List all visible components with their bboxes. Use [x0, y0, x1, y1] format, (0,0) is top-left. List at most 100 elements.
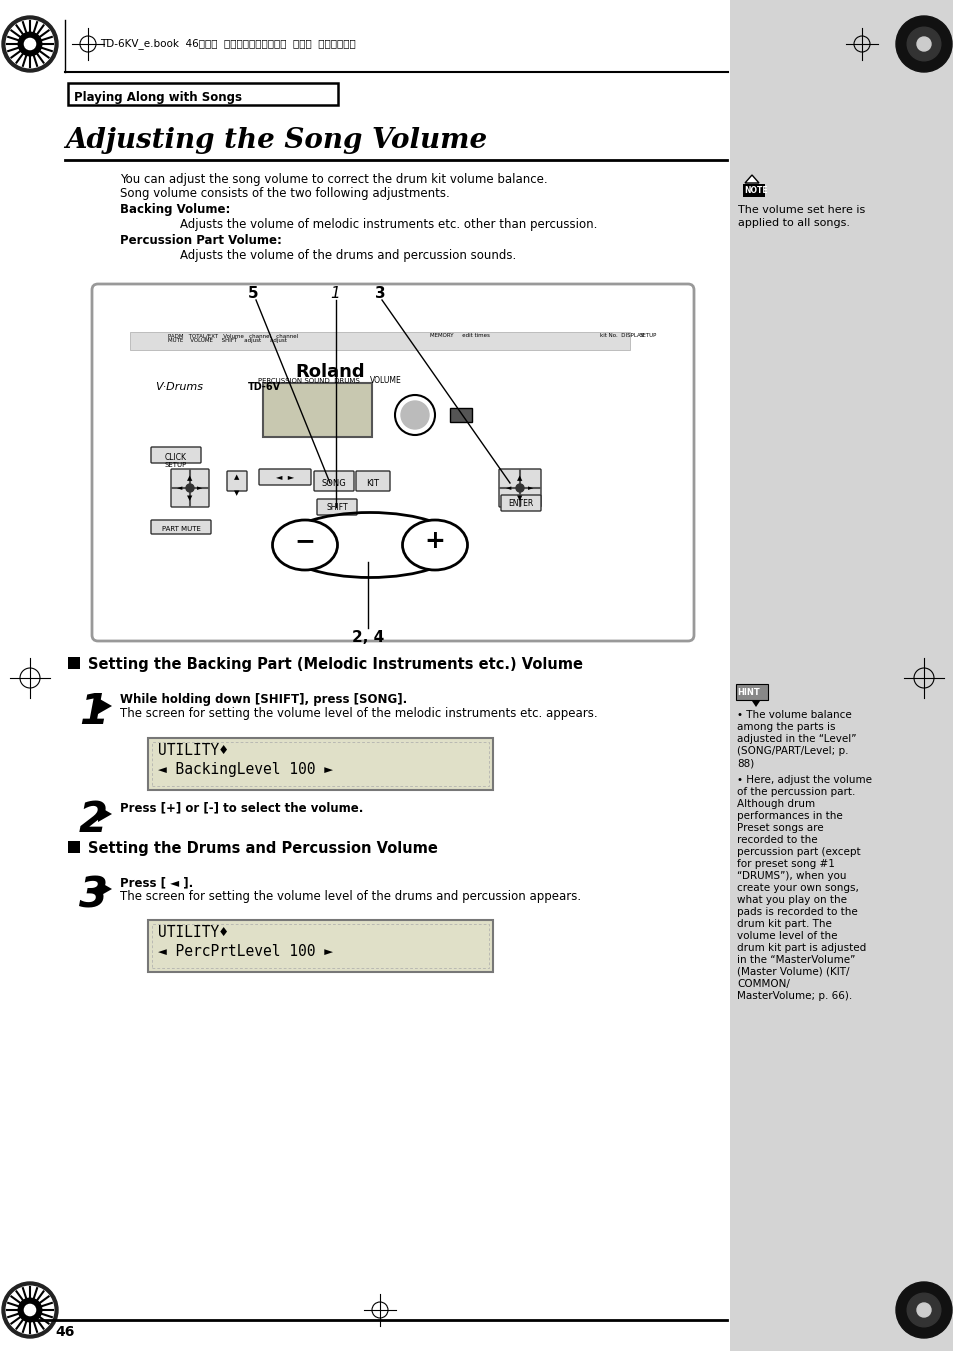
Ellipse shape	[273, 520, 337, 570]
Text: 2: 2	[79, 798, 108, 842]
Text: Percussion Part Volume:: Percussion Part Volume:	[120, 234, 281, 247]
Circle shape	[25, 1305, 35, 1316]
Circle shape	[25, 38, 35, 50]
FancyBboxPatch shape	[151, 447, 201, 463]
Text: V·Drums: V·Drums	[154, 382, 203, 392]
Text: Press [+] or [-] to select the volume.: Press [+] or [-] to select the volume.	[120, 801, 363, 815]
Text: ◄  ►: ◄ ►	[275, 473, 294, 482]
Text: Preset songs are: Preset songs are	[737, 823, 822, 834]
Text: 88): 88)	[737, 758, 754, 767]
Text: UTILITY♦: UTILITY♦	[158, 925, 228, 940]
Text: (SONG/PART/Level; p.: (SONG/PART/Level; p.	[737, 746, 847, 757]
Bar	[148, 738, 493, 790]
Bar	[729, 0, 953, 1351]
FancyBboxPatch shape	[498, 469, 540, 507]
Circle shape	[186, 484, 193, 492]
Polygon shape	[98, 881, 112, 897]
Text: TD-6V: TD-6V	[248, 382, 281, 392]
Bar	[130, 332, 629, 350]
Text: SETUP: SETUP	[165, 462, 187, 467]
Text: 3: 3	[375, 285, 385, 300]
Circle shape	[906, 1293, 940, 1327]
Text: adjusted in the “Level”: adjusted in the “Level”	[737, 734, 856, 744]
Text: drum kit part is adjusted: drum kit part is adjusted	[737, 943, 865, 952]
Bar	[152, 924, 489, 969]
Text: TD-6KV_e.book  46ページ  ２００５年１月２４日  月曜日  午後７時４分: TD-6KV_e.book 46ページ ２００５年１月２４日 月曜日 午後７時４…	[100, 39, 355, 50]
Circle shape	[516, 484, 523, 492]
Text: VOLUME: VOLUME	[370, 376, 401, 385]
Circle shape	[2, 1282, 58, 1337]
FancyBboxPatch shape	[355, 471, 390, 490]
FancyBboxPatch shape	[258, 469, 311, 485]
Circle shape	[916, 36, 930, 51]
Text: among the parts is: among the parts is	[737, 721, 835, 732]
Circle shape	[18, 32, 42, 55]
Text: The screen for setting the volume level of the melodic instruments etc. appears.: The screen for setting the volume level …	[120, 707, 597, 720]
Text: 1: 1	[79, 690, 108, 734]
Text: CLICK: CLICK	[165, 453, 187, 462]
Text: ◄: ◄	[506, 485, 511, 490]
Text: +: +	[424, 530, 445, 553]
Text: Song volume consists of the two following adjustments.: Song volume consists of the two followin…	[120, 186, 449, 200]
Circle shape	[895, 1282, 951, 1337]
Text: MEMORY     edit times: MEMORY edit times	[430, 332, 489, 338]
FancyBboxPatch shape	[227, 471, 247, 490]
Text: ENTER: ENTER	[508, 500, 533, 508]
Text: COMMON/: COMMON/	[737, 979, 789, 989]
Circle shape	[895, 16, 951, 72]
Ellipse shape	[402, 520, 467, 570]
Bar	[735, 684, 767, 700]
Text: “DRUMS”), when you: “DRUMS”), when you	[737, 871, 845, 881]
Text: kit No.  DISPLAY: kit No. DISPLAY	[599, 332, 643, 338]
FancyBboxPatch shape	[91, 284, 693, 640]
FancyBboxPatch shape	[316, 499, 356, 515]
Text: KIT: KIT	[366, 480, 379, 489]
Text: what you play on the: what you play on the	[737, 894, 846, 905]
Text: performances in the: performances in the	[737, 811, 841, 821]
Text: ►: ►	[528, 485, 533, 490]
Text: pads is recorded to the: pads is recorded to the	[737, 907, 857, 917]
Text: ▼: ▼	[187, 494, 193, 501]
Bar	[68, 842, 80, 852]
Text: applied to all songs.: applied to all songs.	[738, 218, 849, 228]
Text: 5: 5	[248, 285, 258, 300]
Text: SONG: SONG	[321, 480, 346, 489]
Text: SETUP: SETUP	[639, 332, 657, 338]
Text: NOTE: NOTE	[743, 186, 767, 195]
Text: Adjusts the volume of the drums and percussion sounds.: Adjusts the volume of the drums and perc…	[180, 249, 516, 262]
Text: While holding down [SHIFT], press [SONG].: While holding down [SHIFT], press [SONG]…	[120, 693, 407, 707]
Text: Press [ ◄ ].: Press [ ◄ ].	[120, 875, 193, 889]
Text: 2, 4: 2, 4	[352, 631, 384, 646]
Text: UTILITY♦: UTILITY♦	[158, 743, 228, 758]
Text: Although drum: Although drum	[737, 798, 814, 809]
Polygon shape	[744, 176, 759, 182]
Text: recorded to the: recorded to the	[737, 835, 817, 844]
Text: The screen for setting the volume level of the drums and percussion appears.: The screen for setting the volume level …	[120, 890, 580, 902]
Bar	[450, 408, 472, 422]
Text: Backing Volume:: Backing Volume:	[120, 203, 230, 216]
Text: ▲: ▲	[187, 476, 193, 481]
Text: MasterVolume; p. 66).: MasterVolume; p. 66).	[737, 992, 851, 1001]
Text: Adjusting the Song Volume: Adjusting the Song Volume	[65, 127, 487, 154]
FancyBboxPatch shape	[314, 471, 354, 490]
Text: ▼: ▼	[234, 490, 239, 496]
Text: You can adjust the song volume to correct the drum kit volume balance.: You can adjust the song volume to correc…	[120, 173, 547, 186]
Circle shape	[2, 16, 58, 72]
Text: MUTE    VOLUME     SHIFT    adjust     adjust: MUTE VOLUME SHIFT adjust adjust	[168, 338, 287, 343]
FancyBboxPatch shape	[151, 520, 211, 534]
Text: ▲: ▲	[517, 476, 522, 481]
Circle shape	[6, 20, 53, 68]
Bar	[742, 184, 764, 197]
Text: PADM   TOTAL/EXT   Volume   channel   channel: PADM TOTAL/EXT Volume channel channel	[168, 332, 297, 338]
Text: ◄ PercPrtLevel 100 ►: ◄ PercPrtLevel 100 ►	[158, 944, 333, 959]
Text: percussion part (except: percussion part (except	[737, 847, 860, 857]
Bar	[148, 920, 493, 971]
Text: (Master Volume) (KIT/: (Master Volume) (KIT/	[737, 967, 848, 977]
Text: ▼: ▼	[517, 494, 522, 501]
Text: Adjusts the volume of melodic instruments etc. other than percussion.: Adjusts the volume of melodic instrument…	[180, 218, 597, 231]
Polygon shape	[751, 701, 760, 707]
Text: ◄: ◄	[177, 485, 182, 490]
Text: 1: 1	[330, 285, 339, 300]
Text: drum kit part. The: drum kit part. The	[737, 919, 831, 929]
Text: volume level of the: volume level of the	[737, 931, 837, 942]
